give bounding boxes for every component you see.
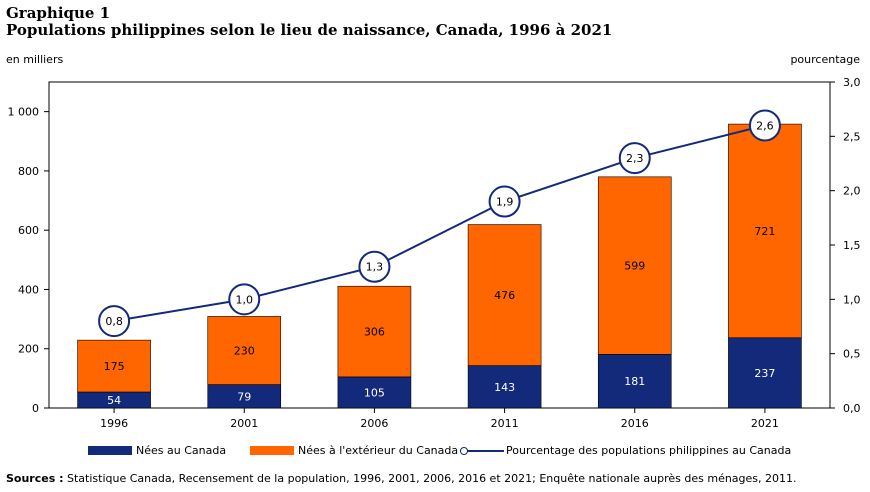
y-tick-label: 800 [18,165,39,178]
x-tick-label: 1996 [100,417,128,430]
bar-born-outside [77,339,151,393]
y-tick-label: 600 [18,224,39,237]
x-tick-label: 2006 [360,417,388,430]
x-tick-label: 2001 [230,417,258,430]
y2-tick-label: 0,5 [843,348,861,361]
x-tick-label: 2021 [751,417,779,430]
data-label-born-outside: 599 [624,260,645,273]
percentage-marker [228,283,261,316]
data-label-born-in-canada: 79 [237,390,251,403]
data-label-born-outside: 175 [104,360,125,373]
data-label-born-in-canada: 237 [754,367,775,380]
x-tick-label: 2011 [491,417,519,430]
percentage-marker [98,305,131,338]
y-tick-label: 400 [18,283,39,296]
sources-text: Statistique Canada, Recensement de la po… [67,472,797,485]
legend-label-born-outside: Nées à l'extérieur du Canada [298,444,459,457]
bar-born-outside [597,176,672,355]
y-tick-label: 1 000 [8,106,40,119]
data-label-born-outside: 230 [234,345,255,358]
percentage-marker [748,109,781,142]
chart-canvas: 0 200 400 600 800 1 000 0,0 0,5 1,0 1,5 2,0 2,5 3,0 5… [8,76,861,430]
data-label-born-outside: 476 [494,289,515,302]
percentage-marker [358,250,391,283]
plot-frame [48,81,831,409]
y-tick-label: 0 [32,402,39,415]
legend-swatch-born-outside [250,446,294,455]
legend-label-percentage: Pourcentage des populations philippines … [506,444,792,457]
bar-born-outside [467,224,542,366]
chart-label: Graphique 1 [6,4,111,22]
y2-tick-label: 1,5 [843,239,861,252]
y-tick-label: 200 [18,343,39,356]
percentage-line [113,124,766,323]
data-label-born-outside: 721 [754,225,775,238]
percentage-label: 0,8 [105,315,123,328]
legend-item-born-outside: Nées à l'extérieur du Canada [250,444,458,457]
legend-swatch-born-in-canada [88,446,132,455]
data-label-born-outside: 306 [364,326,385,339]
legend-item-percentage: Pourcentage des populations philippines … [460,444,791,457]
bar-born-in-canada [467,365,542,409]
data-label-born-in-canada: 143 [494,381,515,394]
percentage-label: 2,3 [626,152,644,165]
percentage-marker [618,142,651,175]
chart-title: Populations philippines selon le lieu de… [6,21,613,39]
data-label-born-in-canada: 181 [624,375,645,388]
y2-tick-label: 3,0 [843,76,861,89]
bar-born-in-canada [597,354,672,409]
y2-tick-label: 0,0 [843,402,861,415]
bar-born-outside [337,285,412,378]
y2-tick-label: 2,0 [843,185,861,198]
x-tick-label: 2016 [621,417,649,430]
bar-born-outside [207,316,282,385]
percentage-label: 1,9 [496,196,514,209]
bar-born-outside [728,123,802,339]
percentage-label: 2,6 [756,119,774,132]
bar-born-in-canada [337,376,412,409]
bar-born-in-canada [728,337,802,409]
legend-label-born-in-canada: Nées au Canada [136,444,227,457]
sources-note: Sources : Statistique Canada, Recensemen… [6,472,797,485]
legend-item-born-in-canada: Nées au Canada [88,444,226,457]
sources-label: Sources : [6,472,64,485]
data-label-born-in-canada: 105 [364,386,385,399]
percentage-label: 1,3 [366,261,384,274]
percentage-label: 1,0 [236,293,254,306]
left-axis-unit: en milliers [6,53,64,66]
y2-tick-label: 2,5 [843,130,861,143]
legend-line-marker [460,446,504,456]
y2-tick-label: 1,0 [843,293,861,306]
right-axis-unit: pourcentage [790,53,860,66]
percentage-marker [488,185,521,218]
data-label-born-in-canada: 54 [107,394,121,407]
